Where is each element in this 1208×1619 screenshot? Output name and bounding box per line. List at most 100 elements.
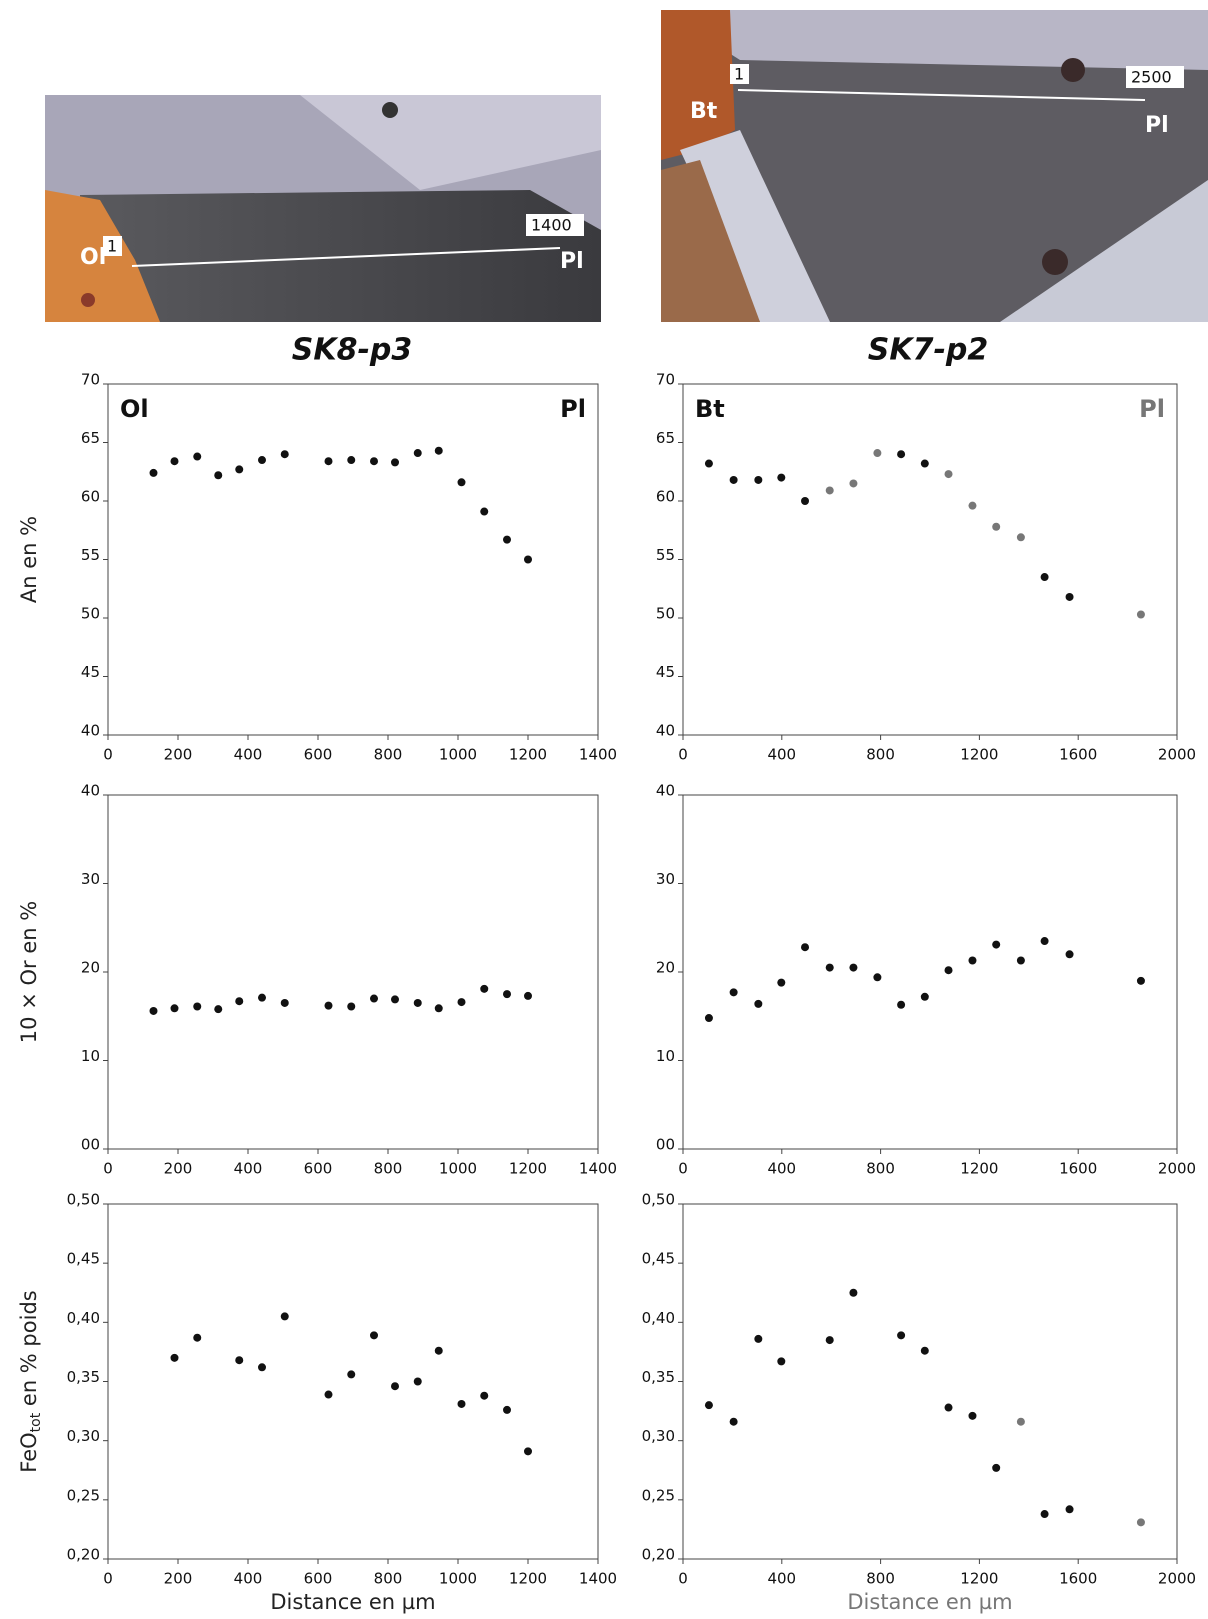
point bbox=[968, 1411, 977, 1420]
y-tick-label: 30 bbox=[656, 870, 675, 888]
point bbox=[1040, 1510, 1049, 1519]
y-tick-label: 45 bbox=[81, 663, 100, 681]
point bbox=[1040, 937, 1049, 946]
y-tick-label: 00 bbox=[656, 1136, 675, 1154]
x-tick-label: 1600 bbox=[1059, 1570, 1097, 1588]
y-tick-label: 55 bbox=[656, 546, 675, 564]
y-tick-label: 65 bbox=[81, 429, 100, 447]
y-tick-label: 0,20 bbox=[642, 1546, 675, 1564]
point bbox=[1136, 610, 1145, 619]
plot-frame bbox=[107, 1203, 599, 1560]
y-axis-title-part: en % poids bbox=[17, 1290, 41, 1413]
point bbox=[503, 535, 511, 544]
corner-label: Pl bbox=[560, 395, 586, 423]
point bbox=[214, 471, 223, 480]
point bbox=[524, 1447, 532, 1456]
point bbox=[149, 468, 158, 477]
point bbox=[1016, 956, 1025, 965]
point bbox=[825, 1336, 834, 1345]
y-tick-label: 0,25 bbox=[67, 1486, 100, 1504]
x-tick-label: 1000 bbox=[439, 746, 477, 764]
x-tick-label: 0 bbox=[103, 1160, 113, 1178]
x-tick-label: 400 bbox=[234, 746, 263, 764]
point bbox=[754, 475, 763, 484]
point bbox=[280, 450, 289, 459]
x-tick-label: 600 bbox=[304, 1160, 333, 1178]
x-axis-title: Distance en µm bbox=[270, 1590, 435, 1614]
y-tick-label: 20 bbox=[81, 959, 100, 977]
x-axis-title: Distance en µm bbox=[847, 1590, 1012, 1614]
y-tick-label: 70 bbox=[81, 371, 100, 389]
y-tick-label: 30 bbox=[81, 870, 100, 888]
point bbox=[777, 978, 786, 987]
point bbox=[434, 1004, 443, 1013]
point bbox=[1016, 533, 1025, 542]
point bbox=[503, 990, 511, 999]
x-tick-label: 1200 bbox=[960, 746, 998, 764]
point bbox=[897, 1331, 906, 1340]
point bbox=[280, 1312, 289, 1321]
point bbox=[324, 457, 333, 466]
point bbox=[1065, 1505, 1074, 1514]
x-tick-label: 2000 bbox=[1158, 746, 1196, 764]
plot-frame bbox=[682, 794, 1178, 1150]
x-tick-label: 200 bbox=[164, 1570, 193, 1588]
point bbox=[849, 1288, 858, 1297]
y-tick-label: 00 bbox=[81, 1136, 100, 1154]
y-tick-label: 0,35 bbox=[67, 1368, 100, 1386]
y-tick-label: 60 bbox=[81, 488, 100, 506]
photo-sk8: Ol 1 1400 Pl bbox=[45, 95, 601, 322]
point bbox=[258, 993, 266, 1002]
point bbox=[873, 449, 882, 458]
point bbox=[524, 555, 532, 564]
x-tick-label: 800 bbox=[866, 746, 895, 764]
x-tick-label: 1200 bbox=[509, 746, 547, 764]
point bbox=[801, 497, 810, 505]
y-tick-label: 65 bbox=[656, 429, 675, 447]
y-tick-label: 0,20 bbox=[67, 1546, 100, 1564]
photo-label: Pl bbox=[1145, 113, 1169, 138]
x-tick-label: 1200 bbox=[509, 1570, 547, 1588]
point bbox=[729, 475, 738, 484]
x-tick-label: 1400 bbox=[579, 746, 617, 764]
y-tick-label: 50 bbox=[656, 605, 675, 623]
x-tick-label: 400 bbox=[234, 1570, 263, 1588]
point bbox=[777, 1357, 786, 1366]
y-tick-label: 0,50 bbox=[642, 1191, 675, 1209]
point bbox=[849, 479, 858, 488]
x-tick-label: 0 bbox=[103, 1570, 113, 1588]
point bbox=[1136, 976, 1145, 985]
x-tick-label: 400 bbox=[767, 1570, 796, 1588]
point bbox=[944, 966, 953, 975]
x-tick-label: 800 bbox=[866, 1570, 895, 1588]
y-tick-label: 40 bbox=[656, 782, 675, 800]
y-tick-label: 0,45 bbox=[642, 1250, 675, 1268]
point bbox=[1040, 573, 1049, 582]
point bbox=[729, 1417, 738, 1426]
point bbox=[992, 940, 1001, 949]
y-axis-title: 10 × Or en % bbox=[17, 901, 41, 1043]
y-tick-label: 0,40 bbox=[642, 1309, 675, 1327]
x-tick-label: 800 bbox=[374, 1570, 403, 1588]
plot-frame bbox=[107, 794, 599, 1150]
point bbox=[524, 991, 532, 1000]
point bbox=[193, 1333, 202, 1342]
photo-label: Bt bbox=[690, 99, 718, 124]
point bbox=[413, 1377, 422, 1386]
point bbox=[347, 456, 356, 465]
x-tick-label: 400 bbox=[767, 1160, 796, 1178]
point bbox=[1136, 1518, 1145, 1527]
photo-label: Pl bbox=[560, 249, 584, 274]
x-tick-label: 0 bbox=[678, 1570, 688, 1588]
photo-label: 1 bbox=[107, 237, 117, 256]
point bbox=[992, 1463, 1001, 1472]
point bbox=[480, 1391, 489, 1400]
point bbox=[413, 998, 422, 1007]
point bbox=[235, 1356, 244, 1365]
point bbox=[754, 1334, 763, 1343]
point bbox=[280, 998, 289, 1007]
photo-label: 1 bbox=[734, 65, 744, 84]
point bbox=[193, 452, 202, 461]
point bbox=[801, 943, 810, 952]
point bbox=[413, 449, 422, 458]
